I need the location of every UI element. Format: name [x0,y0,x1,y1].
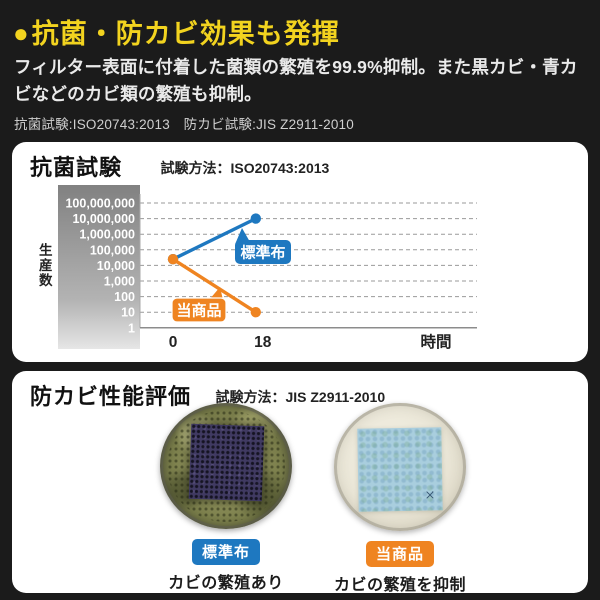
y-tick-label: 1,000,000 [79,228,135,242]
callout-tail [236,228,250,242]
page-title: ●抗菌・防カビ効果も発揮 [13,12,340,51]
series-label-badge [235,240,291,264]
antifungal-evaluation-panel: 防カビ性能評価 試験方法：JIS Z2911-2010 標準布 カビの繁殖あり … [12,371,588,595]
series-label-text: 当商品 [176,302,221,320]
specimen-mark [426,491,434,499]
y-tick-label: 10 [121,306,135,320]
x-axis-title: 時間 [420,332,451,351]
test-standards-note: 抗菌試験:ISO20743:2013 防カビ試験:JIS Z2911-2010 [14,117,354,132]
moldy-cloth-square [188,423,265,502]
y-tick-label: 100 [114,290,135,304]
antibacterial-panel-title: 抗菌試験 [30,155,123,180]
moldy-petri-dish-photo [160,403,292,529]
x-tick-label: 0 [169,334,178,351]
antifungal-panel-title: 防カビ性能評価 [30,384,192,409]
clean-petri-dish-photo [334,403,466,531]
y-axis-gradient-block [58,185,140,349]
y-tick-label: 10,000 [97,259,135,273]
product-caption: カビの繁殖を抑制 [333,577,466,594]
y-tick-label: 1,000 [104,275,135,289]
callout-tail [209,287,223,300]
antibacterial-test-panel: 100,000,000 10,000,000 1,000,000 100,000 10,… [12,142,588,362]
y-tick-label: 100,000 [90,243,135,257]
standard-cloth-caption: カビの繁殖あり [168,575,284,592]
antifungal-method-label: 試験方法：JIS Z2911-2010 [215,389,386,405]
series-label-badge [171,297,227,323]
y-axis-title: 生産数 [39,242,53,288]
data-point [250,213,261,224]
x-tick-label: 18 [254,334,272,351]
antibacterial-panel-header: 抗菌試験 試験方法：ISO20743:2013 [30,150,329,182]
bullet-icon: ● [13,18,30,48]
y-tick-label: 100,000,000 [65,197,135,211]
series-label-text: 標準布 [240,244,285,262]
product-badge: 当商品 [365,541,434,567]
y-tick-label: 1 [128,321,135,335]
antibacterial-method-label: 試験方法：ISO20743:2013 [160,160,330,176]
product-sample-figure: 当商品 カビの繁殖を抑制 [315,403,485,595]
series-line-当商品 [172,257,257,314]
antifungal-panel-header: 防カビ性能評価 試験方法：JIS Z2911-2010 [30,379,385,411]
data-point [250,307,261,318]
y-tick-label: 10,000,000 [72,212,135,226]
standard-cloth-badge: 標準布 [191,539,260,565]
series-line-標準布 [172,217,257,261]
clean-cloth-square [357,427,443,512]
standard-cloth-sample-figure: 標準布 カビの繁殖あり [146,403,306,593]
data-point [167,253,179,265]
page-title-text: 抗菌・防カビ効果も発揮 [31,19,340,49]
description-text: フィルター表面に付着した菌類の繁殖を99.9%抑制。また黒カビ・青カビなどのカビ… [14,57,578,104]
